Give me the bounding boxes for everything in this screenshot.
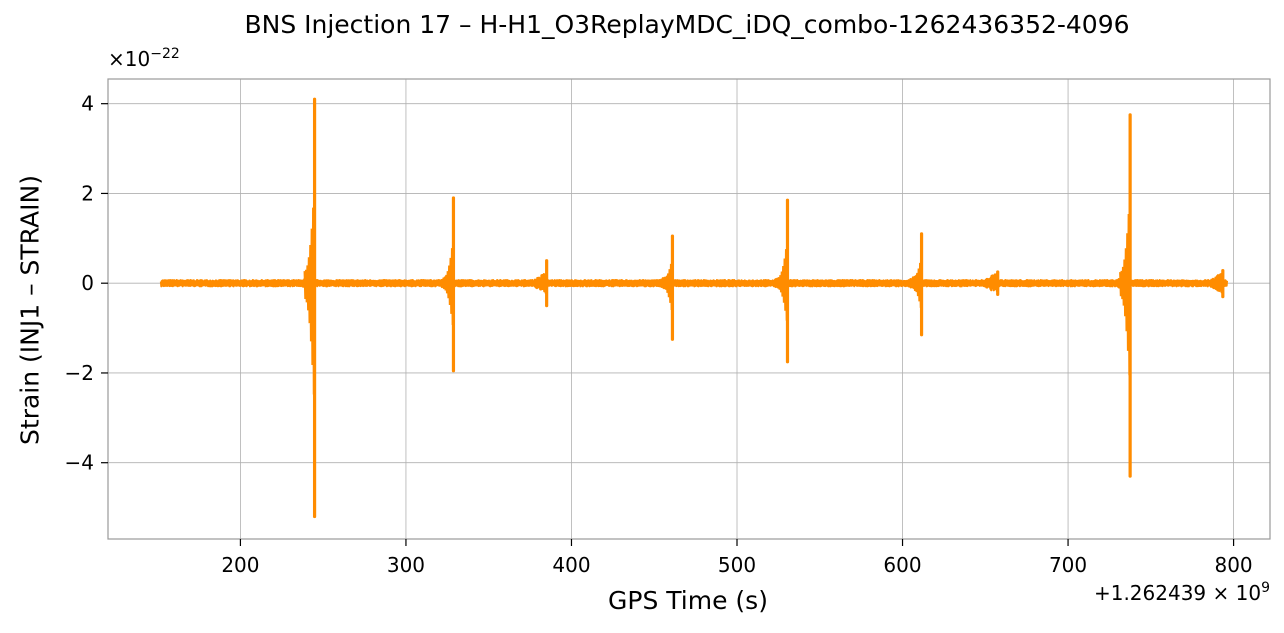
injection-glitch	[1211, 269, 1225, 299]
glitch-envelope	[910, 256, 923, 308]
x-gridlines	[240, 79, 1234, 539]
injection-glitch	[1119, 113, 1132, 478]
y-tick-label: −4	[65, 451, 94, 475]
y-axis-multiplier: ×10−22	[108, 46, 180, 71]
x-axis-ticks: 200 300 400 500 600 700 800	[221, 539, 1253, 577]
y-axis-label: Strain (INJ1 – STRAIN)	[15, 175, 45, 445]
glitch-envelope	[1211, 276, 1224, 290]
chart-title: BNS Injection 17 – H-H1_O3ReplayMDC_iDQ_…	[244, 10, 1130, 39]
x-offset-base: +1.262439 × 10	[1093, 581, 1262, 605]
x-tick-label: 400	[552, 553, 590, 577]
plot-frame	[107, 78, 1271, 540]
glitch-envelope	[986, 276, 999, 289]
x-tick-label: 800	[1214, 553, 1252, 577]
injection-glitch	[535, 259, 549, 308]
y-axis-ticks: −4 −2 0 2 4	[65, 92, 108, 475]
glitch-envelope	[776, 237, 789, 321]
injection-glitch	[910, 232, 924, 337]
y-tick-label: −2	[65, 361, 94, 385]
injection-glitch	[776, 198, 790, 364]
injection-glitch	[661, 234, 675, 341]
glitch-envelope	[303, 181, 316, 395]
injection-glitch	[303, 97, 317, 519]
injection-glitch	[986, 270, 1000, 297]
glitch-envelope	[442, 236, 455, 325]
y-tick-label: 2	[81, 181, 94, 205]
y-tick-label: 0	[81, 271, 94, 295]
glitch-envelope	[535, 270, 548, 294]
x-tick-label: 200	[221, 553, 259, 577]
glitch-envelope	[1119, 190, 1132, 376]
x-offset-exponent: 9	[1261, 580, 1270, 596]
injection-glitch	[442, 196, 456, 373]
series-injection-strain	[159, 97, 1229, 519]
x-tick-label: 300	[387, 553, 425, 577]
x-axis-offset: +1.262439 × 109	[1094, 580, 1270, 605]
x-axis-label: GPS Time (s)	[608, 586, 768, 615]
strain-line	[159, 271, 1229, 296]
x-tick-label: 700	[1049, 553, 1087, 577]
x-tick-label: 600	[883, 553, 921, 577]
y-tick-label: 4	[81, 92, 94, 116]
y-multiplier-exponent: −22	[150, 46, 180, 62]
glitch-envelope	[661, 257, 674, 310]
x-tick-label: 500	[718, 553, 756, 577]
plot-area	[159, 97, 1229, 519]
y-multiplier-base: ×10	[108, 47, 151, 71]
